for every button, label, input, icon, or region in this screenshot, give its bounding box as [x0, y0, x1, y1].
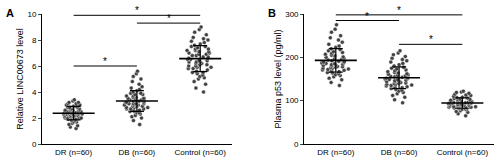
svg-text:8: 8	[32, 36, 37, 45]
svg-text:Control (n=60): Control (n=60)	[437, 148, 489, 157]
svg-text:DB (n=60): DB (n=60)	[119, 148, 156, 157]
svg-text:300: 300	[285, 10, 299, 19]
svg-text:Relative LINC00673 level: Relative LINC00673 level	[15, 28, 25, 130]
svg-text:200: 200	[285, 53, 299, 62]
svg-text:*: *	[103, 56, 107, 67]
svg-text:6: 6	[32, 62, 37, 71]
svg-text:0: 0	[294, 140, 299, 149]
svg-text:*: *	[365, 11, 369, 22]
svg-text:4: 4	[32, 88, 37, 97]
svg-text:B: B	[268, 7, 276, 19]
svg-text:A: A	[6, 7, 14, 19]
svg-text:0: 0	[32, 140, 37, 149]
svg-text:2: 2	[32, 114, 37, 123]
svg-text:DB (n=60): DB (n=60)	[381, 148, 418, 157]
svg-text:Control (n=60): Control (n=60)	[175, 148, 227, 157]
svg-text:10: 10	[27, 10, 36, 19]
svg-text:*: *	[135, 5, 139, 16]
svg-text:DR (n=60): DR (n=60)	[317, 148, 354, 157]
svg-text:DR (n=60): DR (n=60)	[55, 148, 92, 157]
svg-text:Plasma p53 level (pg/ml): Plasma p53 level (pg/ml)	[273, 29, 283, 128]
svg-text:100: 100	[285, 96, 299, 105]
svg-text:*: *	[429, 34, 433, 45]
svg-text:*: *	[167, 13, 171, 24]
svg-text:*: *	[397, 5, 401, 16]
